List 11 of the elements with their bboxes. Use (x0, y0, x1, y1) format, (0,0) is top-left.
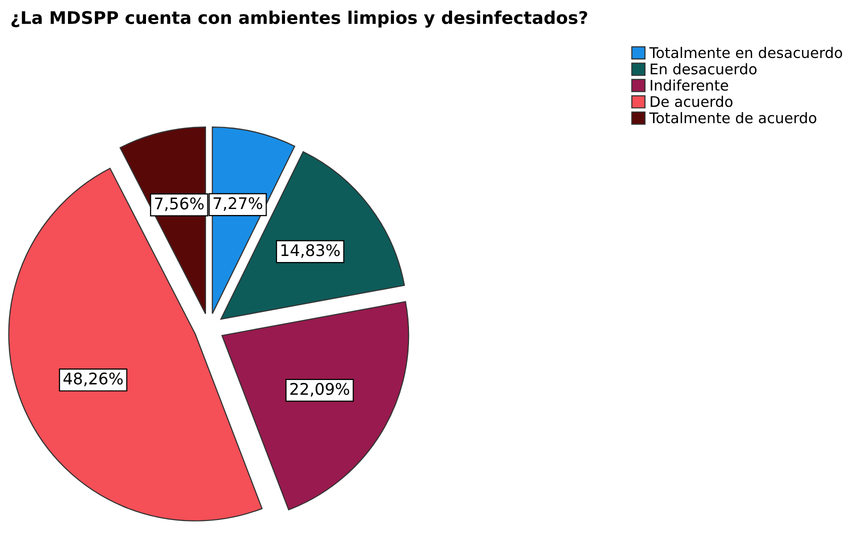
data-label: 48,26% (63, 372, 123, 386)
legend-label: Totalmente de acuerdo (649, 112, 816, 124)
data-label: 22,09% (290, 382, 350, 397)
chart-title: ¿La MDSPP cuenta con ambientes limpios y desinfectados? (11, 10, 588, 28)
data-label: 7,56% (155, 197, 204, 212)
legend-label: Totalmente en desacuerdo (649, 46, 842, 58)
legend-label: En desacuerdo (650, 63, 757, 74)
legend-label: Indiferente (650, 79, 728, 91)
legend-label: De acuerdo (650, 96, 732, 108)
data-label: 14,83% (281, 244, 340, 258)
data-label: 7,27% (214, 197, 262, 211)
